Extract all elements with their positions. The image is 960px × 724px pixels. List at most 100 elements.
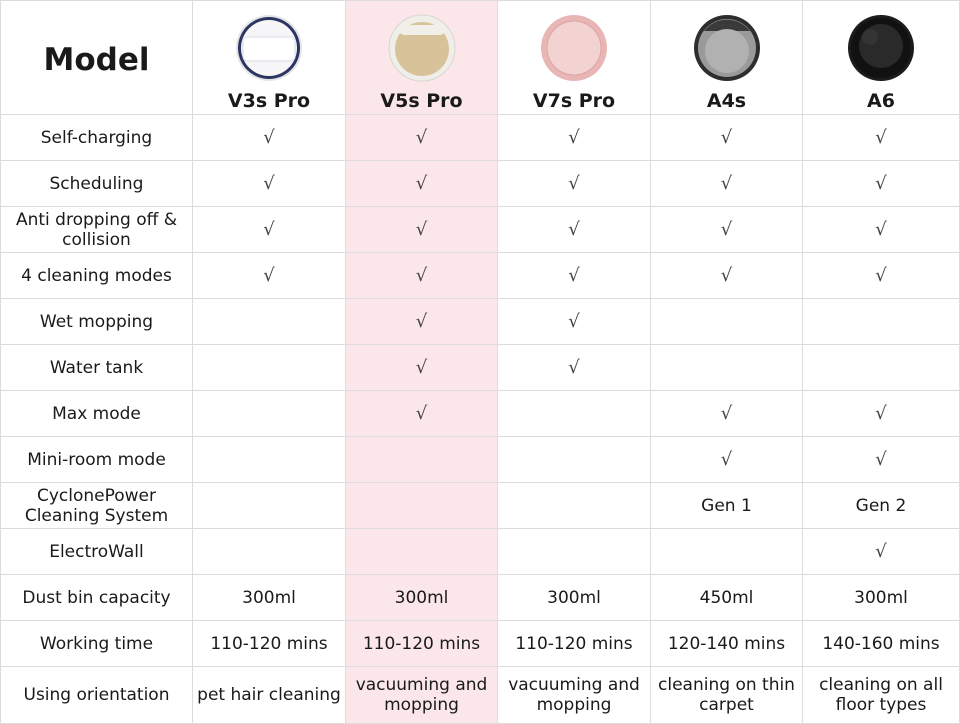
value-cell: 140-160 mins xyxy=(803,621,960,667)
feature-label: Working time xyxy=(39,633,154,654)
value-cell: cleaning on all floor types xyxy=(803,667,960,724)
feature-label-cell: Mini-room mode xyxy=(0,437,193,483)
check-mark: √ xyxy=(875,218,887,240)
feature-label-cell: 4 cleaning modes xyxy=(0,253,193,299)
check-mark: √ xyxy=(568,126,580,148)
value-cell: 110-120 mins xyxy=(193,621,346,667)
value-cell: √ xyxy=(498,207,651,253)
value-cell: 300ml xyxy=(803,575,960,621)
feature-label-cell: CyclonePower Cleaning System xyxy=(0,483,193,529)
value-cell: √ xyxy=(346,299,498,345)
check-mark: √ xyxy=(720,172,733,194)
product-header-1: V5s Pro xyxy=(346,0,498,115)
value-cell: √ xyxy=(651,437,803,483)
value-cell: √ xyxy=(803,437,960,483)
value-cell: √ xyxy=(193,207,346,253)
feature-label-cell: Wet mopping xyxy=(0,299,193,345)
value-cell: √ xyxy=(651,207,803,253)
product-header-3: A4s xyxy=(651,0,803,115)
value-text: 300ml xyxy=(242,587,296,608)
feature-label-cell: Max mode xyxy=(0,391,193,437)
value-text: Gen 1 xyxy=(701,495,752,516)
model-label: Model xyxy=(43,41,150,78)
value-cell xyxy=(346,437,498,483)
value-cell: √ xyxy=(498,345,651,391)
feature-label-cell: Dust bin capacity xyxy=(0,575,193,621)
robot-vacuum-pink-icon xyxy=(541,15,607,81)
value-cell: √ xyxy=(346,207,498,253)
check-mark: √ xyxy=(720,264,733,286)
value-cell xyxy=(803,345,960,391)
value-text: 140-160 mins xyxy=(822,633,940,654)
feature-label: Scheduling xyxy=(49,173,144,194)
value-text: 120-140 mins xyxy=(667,633,786,654)
value-cell: 110-120 mins xyxy=(346,621,498,667)
value-cell: 300ml xyxy=(346,575,498,621)
feature-label: Anti dropping off & collision xyxy=(15,209,178,250)
value-cell xyxy=(193,529,346,575)
value-cell: √ xyxy=(498,253,651,299)
value-cell: 300ml xyxy=(498,575,651,621)
product-name: V3s Pro xyxy=(227,90,311,112)
value-cell: √ xyxy=(346,345,498,391)
product-name: V7s Pro xyxy=(532,90,616,112)
feature-label-cell: Self-charging xyxy=(0,115,193,161)
value-cell xyxy=(193,345,346,391)
check-mark: √ xyxy=(415,126,428,148)
value-cell: √ xyxy=(346,115,498,161)
value-cell xyxy=(346,529,498,575)
check-mark: √ xyxy=(568,310,580,332)
check-mark: √ xyxy=(263,218,275,240)
value-text: vacuuming and mopping xyxy=(508,675,640,715)
check-mark: √ xyxy=(720,218,733,240)
value-cell: √ xyxy=(803,115,960,161)
value-text: 300ml xyxy=(547,587,601,608)
value-cell: √ xyxy=(193,253,346,299)
value-cell: √ xyxy=(803,529,960,575)
check-mark: √ xyxy=(263,126,275,148)
feature-label: Max mode xyxy=(52,403,141,424)
value-text: cleaning on thin carpet xyxy=(658,675,795,715)
value-cell: vacuuming and mopping xyxy=(346,667,498,724)
value-cell xyxy=(498,437,651,483)
value-cell: √ xyxy=(346,253,498,299)
feature-label-cell: Water tank xyxy=(0,345,193,391)
product-name: A4s xyxy=(706,90,747,112)
robot-vacuum-black-icon xyxy=(848,15,914,81)
value-text: 110-120 mins xyxy=(210,633,328,654)
value-cell: √ xyxy=(651,253,803,299)
check-mark: √ xyxy=(415,264,428,286)
product-header-4: A6 xyxy=(803,0,960,115)
product-header-2: V7s Pro xyxy=(498,0,651,115)
check-mark: √ xyxy=(875,540,887,562)
check-mark: √ xyxy=(568,218,580,240)
value-cell: √ xyxy=(803,253,960,299)
robot-vacuum-gold-icon xyxy=(388,14,455,82)
feature-label-cell: ElectroWall xyxy=(0,529,193,575)
check-mark: √ xyxy=(263,264,275,286)
value-text: 110-120 mins xyxy=(515,633,633,654)
value-text: 450ml xyxy=(699,587,754,608)
value-cell xyxy=(193,437,346,483)
value-text: vacuuming and mopping xyxy=(355,675,488,715)
value-cell xyxy=(651,299,803,345)
check-mark: √ xyxy=(568,356,580,378)
value-cell: √ xyxy=(803,391,960,437)
value-cell: √ xyxy=(651,391,803,437)
product-header-0: V3s Pro xyxy=(193,0,346,115)
value-cell: √ xyxy=(346,161,498,207)
value-text: 300ml xyxy=(394,587,449,608)
feature-label: Using orientation xyxy=(23,685,170,705)
feature-label-cell: Scheduling xyxy=(0,161,193,207)
value-cell: Gen 1 xyxy=(651,483,803,529)
value-cell xyxy=(193,483,346,529)
feature-label: Self-charging xyxy=(40,127,153,148)
feature-label: Dust bin capacity xyxy=(22,587,171,608)
value-cell: 120-140 mins xyxy=(651,621,803,667)
feature-label: Mini-room mode xyxy=(27,449,166,470)
feature-label-cell: Using orientation xyxy=(0,667,193,724)
feature-label: CyclonePower Cleaning System xyxy=(24,485,169,526)
value-cell xyxy=(498,483,651,529)
product-name: A6 xyxy=(867,90,895,112)
check-mark: √ xyxy=(875,126,887,148)
